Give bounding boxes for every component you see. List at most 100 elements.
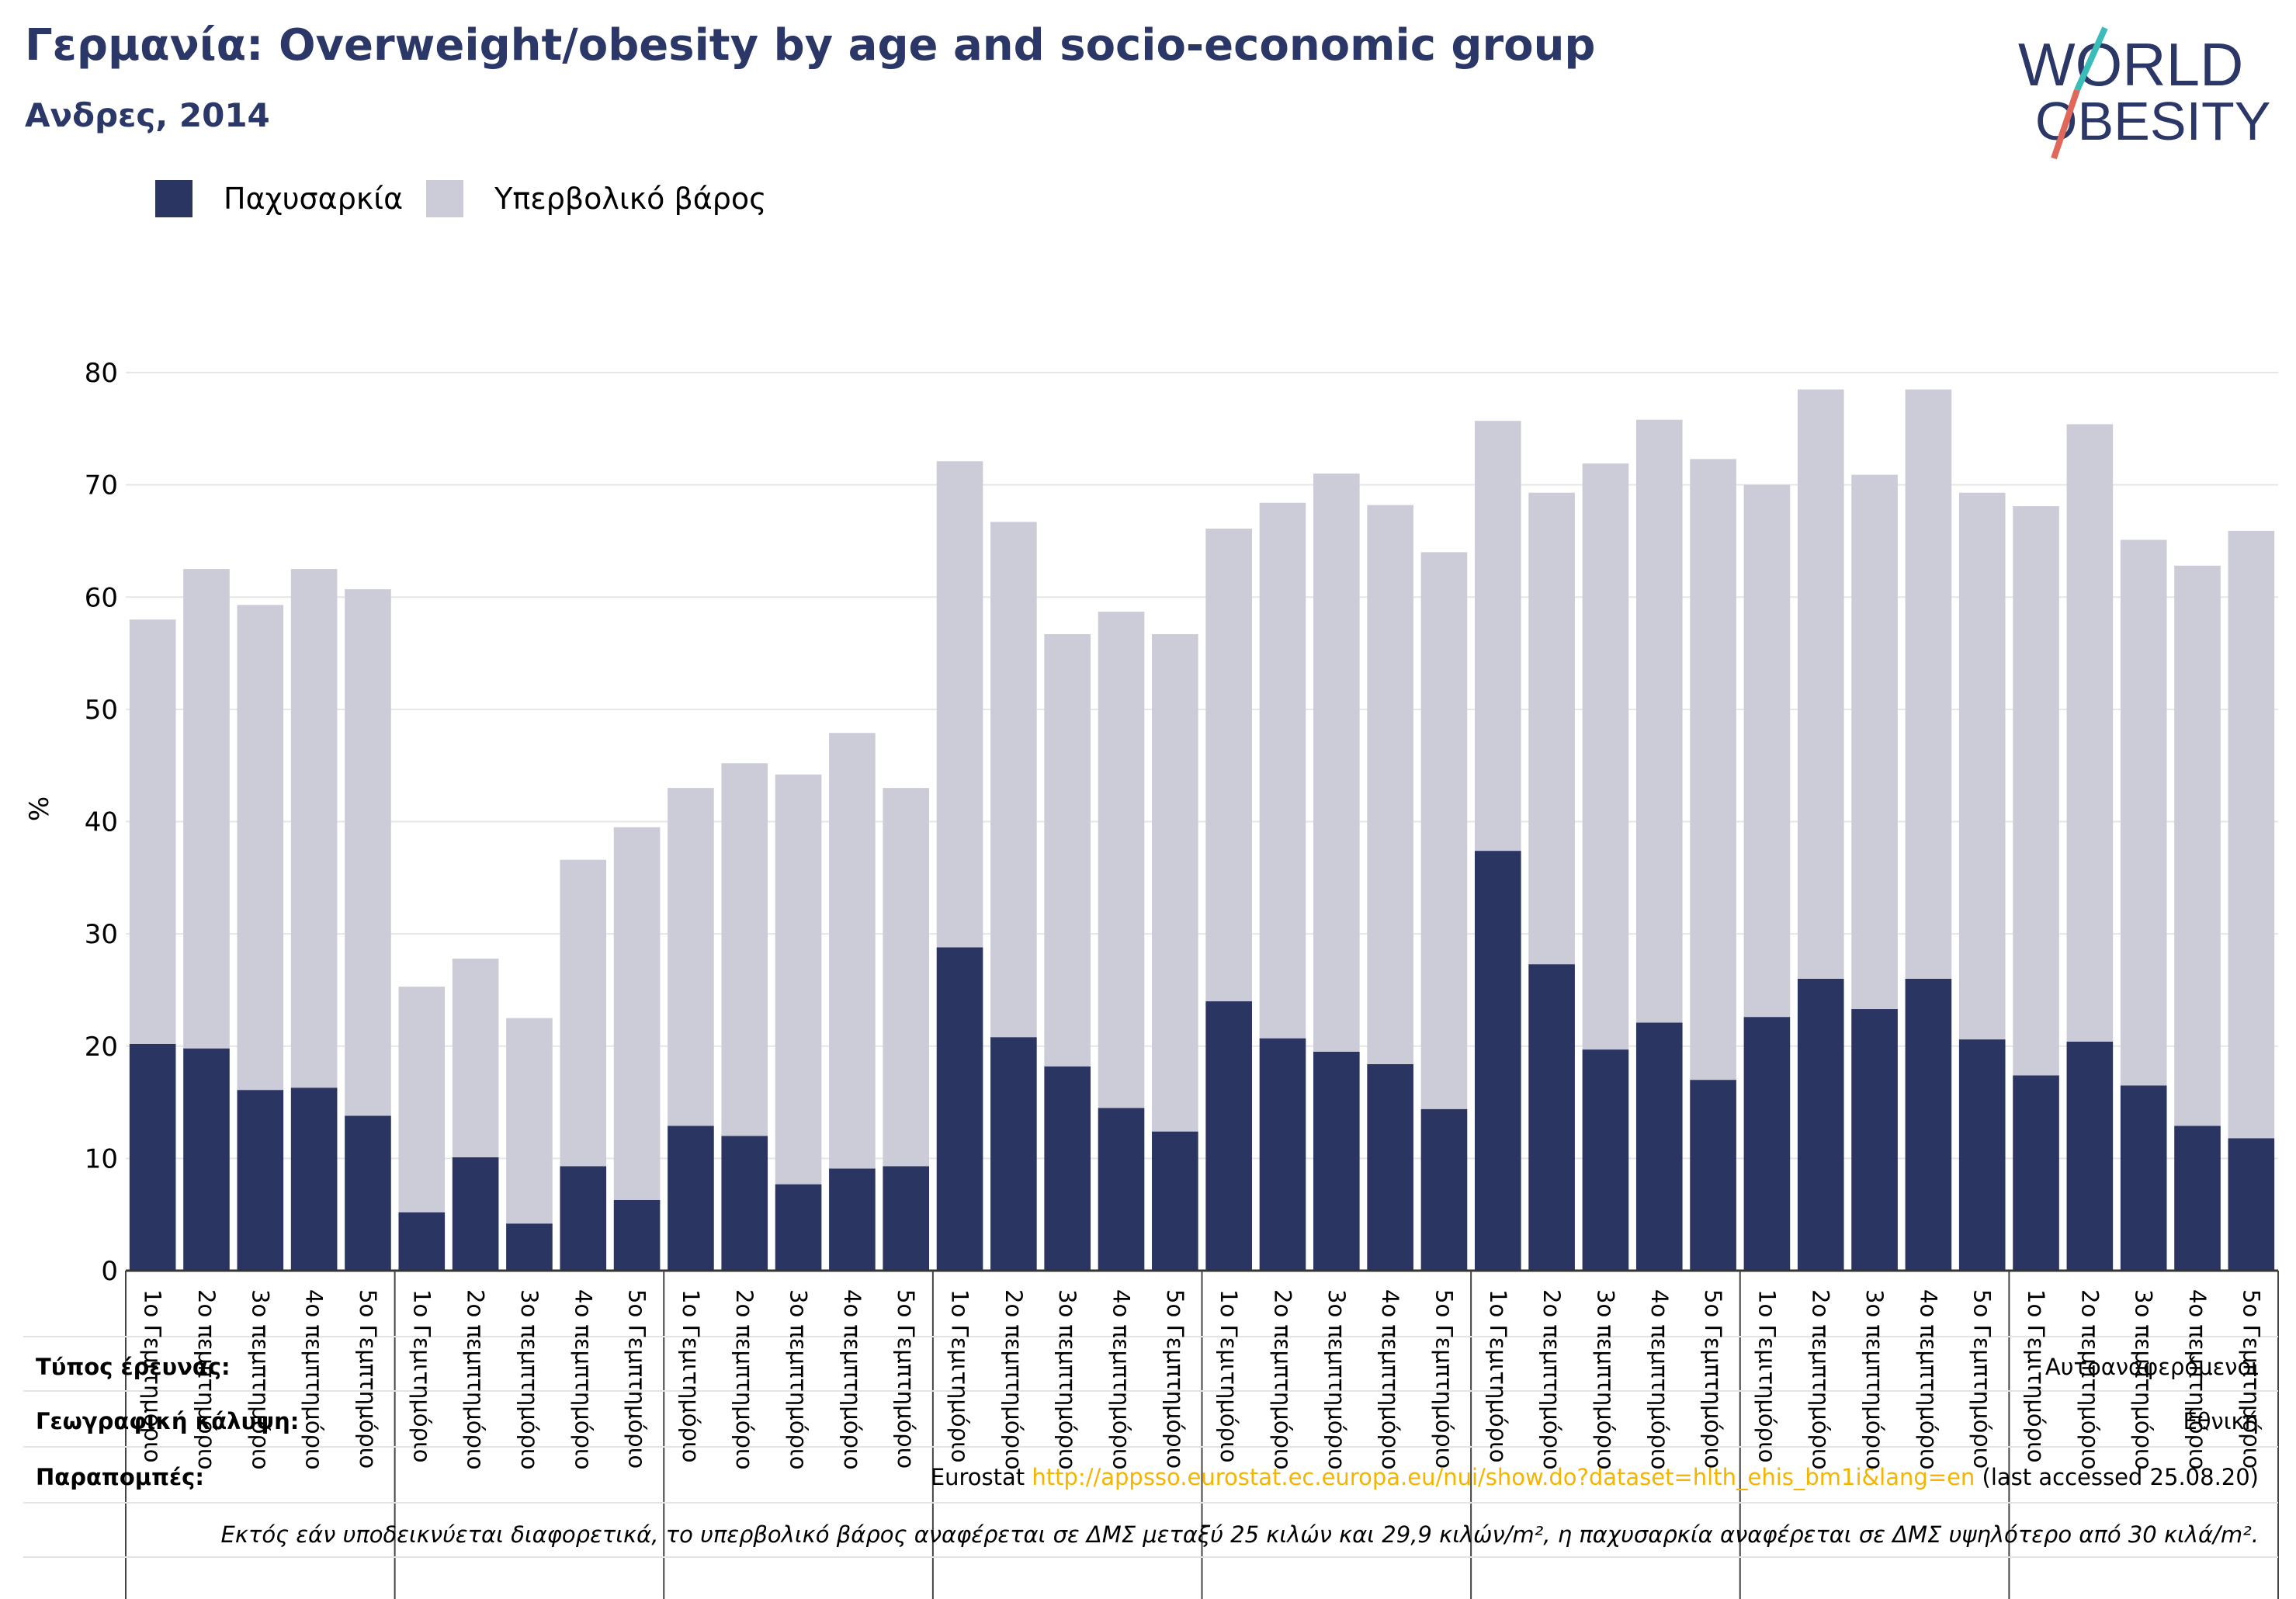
bar-obesity bbox=[1743, 1017, 1791, 1271]
bar-overweight bbox=[1044, 633, 1091, 1067]
legend-label-overweight: Υπερβολικό βάρος bbox=[494, 182, 767, 216]
bar-overweight bbox=[560, 859, 607, 1167]
x-tick-label: 3ο πεμπτημόριο bbox=[516, 1289, 543, 1469]
x-tick-label: 1ο Γεμιτημόριο bbox=[1216, 1289, 1242, 1463]
y-tick-label: 10 bbox=[85, 1143, 118, 1174]
x-tick-label: 1ο Γεμιτημόριο bbox=[678, 1289, 704, 1463]
footnote: Εκτός εάν υποδεικνύεται διαφορετικά, το … bbox=[220, 1521, 2260, 1548]
x-tick-label: 2ο πεμπτημόριο bbox=[463, 1289, 489, 1469]
x-tick-label: 5ο Γεμπτημόριο bbox=[1162, 1289, 1188, 1469]
bar-overweight bbox=[1958, 492, 2006, 1040]
x-tick-label: 5ο Γεμπτημόριο bbox=[2238, 1289, 2264, 1469]
x-tick-label: 2ο πεμπτημόριο bbox=[1808, 1289, 1834, 1469]
bar-overweight bbox=[1259, 502, 1306, 1039]
bar-overweight bbox=[290, 569, 338, 1088]
y-tick-label: 30 bbox=[85, 919, 118, 950]
x-tick-label: 3ο πεμπτημόριο bbox=[1861, 1289, 1888, 1469]
logo-slash-red bbox=[2051, 88, 2080, 160]
survey-type-value: Αυτοαναφερόμενοι bbox=[2045, 1354, 2259, 1380]
x-tick-label: 5ο Γεμπτημόριο bbox=[1969, 1289, 1996, 1469]
bar-obesity bbox=[237, 1090, 284, 1271]
bar-obesity bbox=[183, 1048, 230, 1271]
bar-overweight bbox=[936, 461, 983, 948]
bar-overweight bbox=[506, 1018, 553, 1224]
y-tick-label: 70 bbox=[85, 470, 118, 501]
survey-type-label: Τύπος έρευνας: bbox=[36, 1354, 231, 1380]
x-tick-label: 5ο Γεμπτημόριο bbox=[1431, 1289, 1457, 1469]
chart-legend: Παχυσαρκία Υπερβολικό βάρος bbox=[155, 177, 789, 220]
coverage-value: Εθνική bbox=[2183, 1408, 2259, 1434]
bar-obesity bbox=[398, 1212, 446, 1271]
bar-overweight bbox=[613, 827, 661, 1200]
bar-overweight bbox=[1851, 474, 1898, 1010]
bar-obesity bbox=[1474, 851, 1521, 1271]
bar-obesity bbox=[1313, 1051, 1360, 1271]
bar-overweight bbox=[1797, 389, 1844, 979]
bar-overweight bbox=[1743, 484, 1791, 1018]
bar-overweight bbox=[1690, 459, 1736, 1080]
x-tick-label: 2ο πεμπτημόριο bbox=[1538, 1289, 1565, 1469]
legend-swatch-obesity bbox=[155, 180, 192, 217]
x-tick-label: 5ο Γεμπτημόριο bbox=[1700, 1289, 1726, 1469]
bar-overweight bbox=[1635, 419, 1683, 1023]
bar-overweight bbox=[1367, 505, 1413, 1064]
bar-obesity bbox=[1205, 1001, 1252, 1271]
y-tick-label: 0 bbox=[101, 1256, 118, 1287]
bar-obesity bbox=[990, 1037, 1037, 1271]
bar-obesity bbox=[1851, 1009, 1898, 1271]
bar-obesity bbox=[2228, 1138, 2275, 1271]
x-tick-label: 2ο πεμπτημόριο bbox=[1269, 1289, 1295, 1469]
bar-overweight bbox=[1205, 529, 1252, 1001]
bar-overweight bbox=[2066, 424, 2114, 1042]
bar-obesity bbox=[2066, 1041, 2114, 1271]
x-tick-label: 4ο πεμπτημόριο bbox=[301, 1289, 328, 1469]
bar-obesity bbox=[1905, 978, 1952, 1271]
world-obesity-logo: WORLD OBESITY bbox=[2018, 26, 2270, 160]
logo-slash-teal bbox=[2074, 26, 2108, 92]
x-tick-label: 5ο Γεμπτημόριο bbox=[893, 1289, 919, 1469]
axes bbox=[23, 1269, 2279, 1599]
legend-label-obesity: Παχυσαρκία bbox=[224, 182, 404, 216]
bar-obesity bbox=[1259, 1038, 1306, 1271]
bar-obesity bbox=[560, 1166, 607, 1271]
x-tick-label: 4ο πεμπτημόριο bbox=[2184, 1289, 2211, 1469]
coverage-label: Γεωγραφική κάλυψη: bbox=[36, 1408, 300, 1434]
x-tick-label: 1ο Γεμιτημόριο bbox=[1753, 1289, 1780, 1463]
bar-obesity bbox=[1044, 1066, 1091, 1271]
x-tick-label: 1ο Γεμιτημόριο bbox=[1485, 1289, 1511, 1463]
x-tick-label: 4ο πεμπτημόριο bbox=[570, 1289, 596, 1469]
bar-overweight bbox=[2228, 530, 2275, 1139]
bar-obesity bbox=[1582, 1049, 1629, 1271]
references-prefix: Eurostat bbox=[930, 1464, 1032, 1490]
x-tick-label: 3ο πεμπτημόριο bbox=[1592, 1289, 1618, 1469]
references-suffix: (last accessed 25.08.20) bbox=[1975, 1464, 2260, 1490]
bar-overweight bbox=[2174, 565, 2221, 1126]
x-tick-label: 4ο πεμπτημόριο bbox=[1915, 1289, 1941, 1469]
bar-overweight bbox=[1313, 473, 1360, 1052]
x-tick-label: 2ο πεμπτημόριο bbox=[1001, 1289, 1027, 1469]
x-tick-label: 3ο πεμπτημόριο bbox=[2131, 1289, 2157, 1469]
x-tick-label: 1ο Γεμιτημόριο bbox=[140, 1289, 166, 1463]
bar-obesity bbox=[1797, 978, 1844, 1271]
x-tick-label: 5ο Γεμπτημόριο bbox=[355, 1289, 381, 1469]
bar-obesity bbox=[1635, 1022, 1683, 1271]
x-tick-label: 2ο πεμπτημόριο bbox=[193, 1289, 220, 1469]
x-tick-label: 1ο Γεμιτημόριο bbox=[947, 1289, 973, 1463]
x-tick-label: 2ο πεμπτημόριο bbox=[731, 1289, 758, 1469]
bar-obesity bbox=[1420, 1108, 1468, 1271]
bar-overweight bbox=[452, 958, 499, 1157]
x-tick-label: 4ο πεμπτημόριο bbox=[839, 1289, 865, 1469]
bar-overweight bbox=[398, 987, 446, 1212]
chart-title: Γερμανία: Overweight/obesity by age and … bbox=[25, 20, 1596, 71]
chart-subtitle: Ανδρες, 2014 bbox=[25, 96, 270, 134]
legend-swatch-overweight bbox=[426, 180, 464, 217]
bar-obesity bbox=[290, 1087, 338, 1271]
bar-obesity bbox=[668, 1126, 714, 1271]
bar-obesity bbox=[1367, 1063, 1413, 1271]
bar-obesity bbox=[345, 1115, 391, 1271]
references-link[interactable]: http://appsso.eurostat.ec.europa.eu/nui/… bbox=[1032, 1464, 1975, 1490]
x-tick-label: 5ο Γεμπτημόριο bbox=[624, 1289, 650, 1469]
x-tick-label: 1ο Γεμιτημόριο bbox=[408, 1289, 435, 1463]
y-tick-label: 20 bbox=[85, 1032, 118, 1063]
